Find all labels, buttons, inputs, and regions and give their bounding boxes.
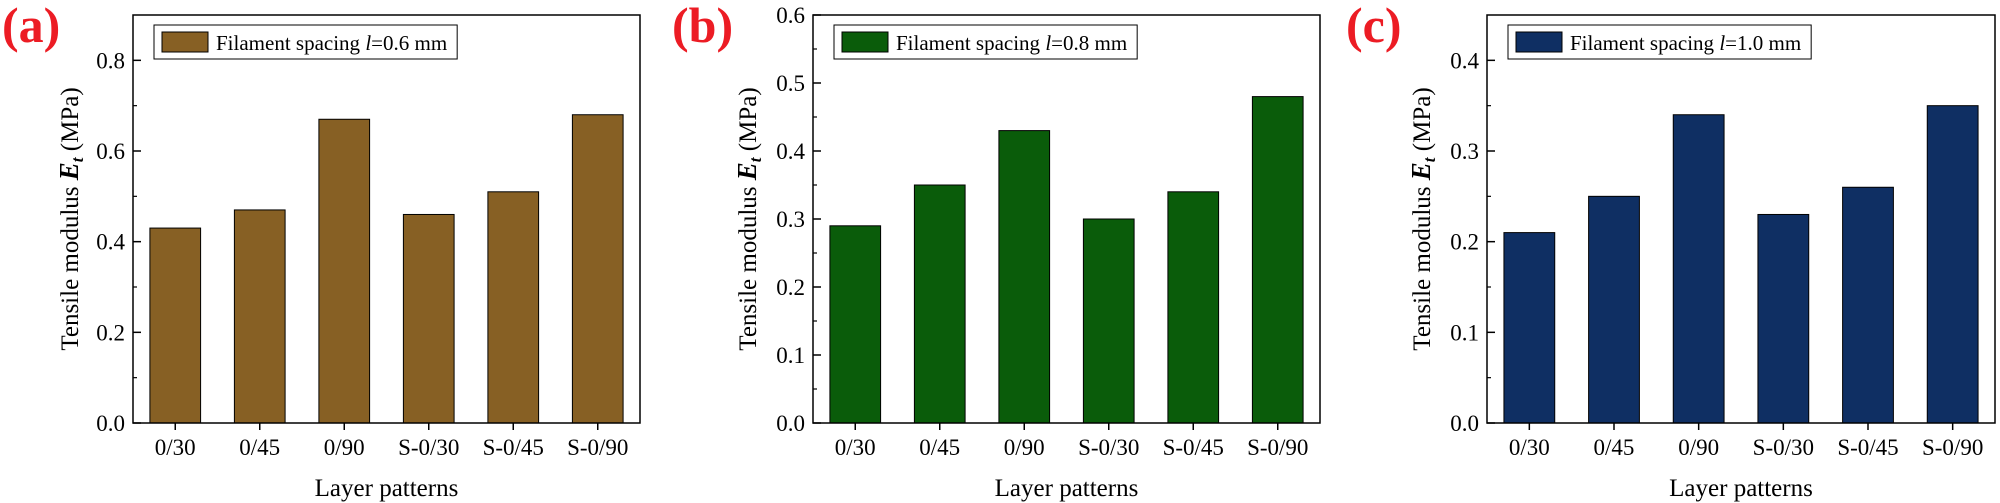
bar-0/90 xyxy=(998,130,1051,424)
bar-S-0/30 xyxy=(1757,213,1810,424)
legend: Filament spacing l=0.8 mm xyxy=(833,24,1138,60)
chart-panel-3: 0.0 0.1 0.2 0.3 0.4 0/30 0/45 0/90 S-0/30 S-0/45 S… xyxy=(1346,0,1996,502)
x-tick-label: 0/90 xyxy=(324,435,365,460)
y-axis-label: Tensile modulus Et (MPa) xyxy=(54,87,87,350)
bar-0/90 xyxy=(1672,114,1725,424)
chart-panel-2: 0.0 0.1 0.2 0.3 0.4 0.5 0.6 0/30 0/45 0/90 S-0/30 S… xyxy=(672,0,1321,502)
chart-panel-1: 0.0 0.2 0.4 0.6 0.8 0/30 0/45 0/90 S-0/30 S-0/45 S… xyxy=(2,0,641,502)
x-axis-label: Layer patterns xyxy=(315,475,459,502)
x-axis-label: Layer patterns xyxy=(1669,475,1813,502)
bar-S-0/90 xyxy=(571,114,624,424)
x-tick-label: 0/30 xyxy=(155,435,196,460)
y-tick-label: 0.3 xyxy=(776,207,805,232)
x-tick-label: S-0/30 xyxy=(398,435,459,460)
x-tick-label: 0/45 xyxy=(919,435,960,460)
bar-0/45 xyxy=(913,184,966,424)
x-tick-label: 0/30 xyxy=(835,435,876,460)
bar-S-0/90 xyxy=(1926,105,1979,424)
y-tick-label: 0.1 xyxy=(1450,320,1479,345)
bar-S-0/45 xyxy=(487,191,540,424)
y-tick-label: 0.5 xyxy=(776,71,805,96)
x-axis-label: Layer patterns xyxy=(995,475,1139,502)
y-tick-label: 0.3 xyxy=(1450,139,1479,164)
panel-label: (b) xyxy=(672,0,733,53)
y-tick-label: 0.6 xyxy=(96,139,125,164)
x-tick-label: S-0/90 xyxy=(567,435,628,460)
y-tick-label: 0.4 xyxy=(776,139,805,164)
x-tick-label: S-0/90 xyxy=(1247,435,1308,460)
y-tick-label: 0.8 xyxy=(96,48,125,73)
y-tick-label: 0.2 xyxy=(1450,230,1479,255)
legend-swatch xyxy=(161,31,209,53)
x-tick-label: S-0/30 xyxy=(1078,435,1139,460)
legend-label: Filament spacing l=0.8 mm xyxy=(896,31,1127,55)
bar-S-0/45 xyxy=(1167,191,1220,424)
legend-label: Filament spacing l=0.6 mm xyxy=(216,31,447,55)
y-tick-label: 0.0 xyxy=(1450,411,1479,436)
bar-0/45 xyxy=(1588,195,1640,424)
y-tick-label: 0.4 xyxy=(96,230,125,255)
y-tick-label: 0.2 xyxy=(776,275,805,300)
legend-swatch xyxy=(1515,31,1563,53)
bar-S-0/90 xyxy=(1251,96,1304,424)
legend: Filament spacing l=1.0 mm xyxy=(1507,24,1812,60)
bar-0/90 xyxy=(318,118,371,424)
axes-frame xyxy=(812,14,1321,424)
bar-0/30 xyxy=(149,227,202,424)
y-tick-label: 0.4 xyxy=(1450,48,1479,73)
bar-S-0/45 xyxy=(1842,186,1894,424)
panel-label: (a) xyxy=(2,0,60,53)
x-tick-label: 0/90 xyxy=(1004,435,1045,460)
axes-frame xyxy=(1486,14,1996,424)
bar-0/30 xyxy=(829,225,882,424)
x-tick-label: 0/30 xyxy=(1509,435,1550,460)
bar-S-0/30 xyxy=(1082,218,1135,424)
panel-label: (c) xyxy=(1346,0,1402,53)
y-tick-label: 0.2 xyxy=(96,320,125,345)
x-tick-label: 0/90 xyxy=(1678,435,1719,460)
y-tick-label: 0.0 xyxy=(96,411,125,436)
x-tick-label: 0/45 xyxy=(1594,435,1635,460)
x-tick-label: S-0/30 xyxy=(1753,435,1814,460)
y-axis-label: Tensile modulus Et (MPa) xyxy=(1406,87,1439,350)
bar-0/45 xyxy=(233,209,286,424)
y-axis-label: Tensile modulus Et (MPa) xyxy=(732,87,765,350)
x-tick-label: 0/45 xyxy=(239,435,280,460)
x-tick-label: S-0/45 xyxy=(483,435,544,460)
y-tick-label: 0.0 xyxy=(776,411,805,436)
y-tick-label: 0.6 xyxy=(776,3,805,28)
y-tick-label: 0.1 xyxy=(776,343,805,368)
legend: Filament spacing l=0.6 mm xyxy=(153,24,458,60)
x-tick-label: S-0/45 xyxy=(1837,435,1898,460)
legend-swatch xyxy=(841,31,889,53)
bar-0/30 xyxy=(1503,232,1556,424)
legend-label: Filament spacing l=1.0 mm xyxy=(1570,31,1801,55)
x-tick-label: S-0/45 xyxy=(1163,435,1224,460)
x-tick-label: S-0/90 xyxy=(1922,435,1983,460)
bar-S-0/30 xyxy=(402,213,455,424)
axes-frame xyxy=(132,14,641,424)
